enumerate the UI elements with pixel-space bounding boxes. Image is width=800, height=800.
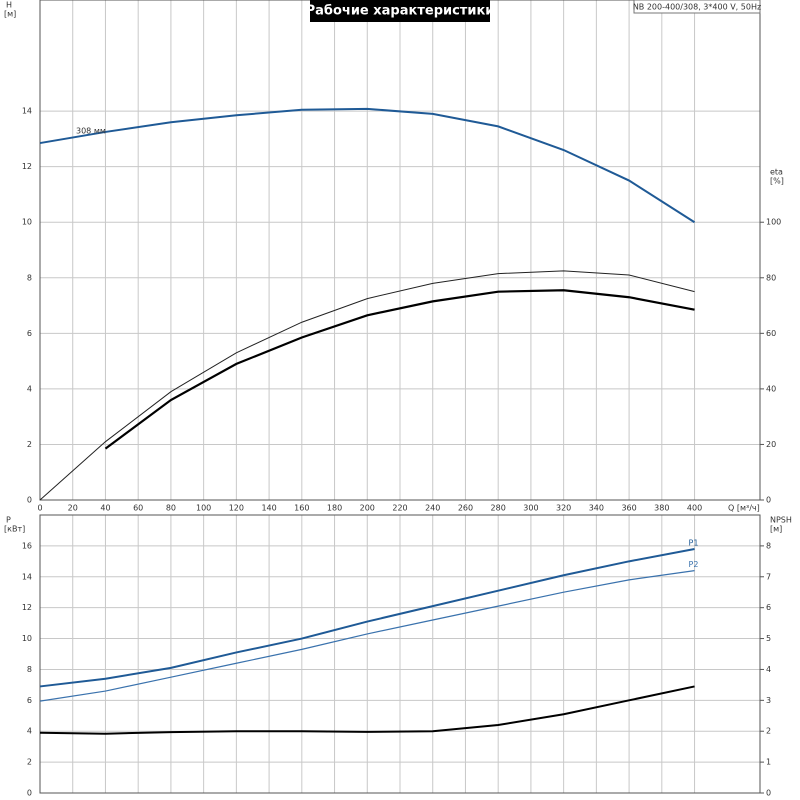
title-box bbox=[310, 0, 490, 22]
x-tick-label: 0 bbox=[37, 504, 42, 513]
x-tick-label: 280 bbox=[491, 504, 506, 513]
y-tick-label: 6 bbox=[27, 696, 32, 705]
y-tick-label: 4 bbox=[27, 727, 32, 736]
x-tick-label: 220 bbox=[392, 504, 407, 513]
x-axis-label: Q [м³/ч] bbox=[728, 504, 760, 513]
x-tick-label: 400 bbox=[687, 504, 702, 513]
y-tick-label: 2 bbox=[27, 440, 32, 449]
x-tick-label: 240 bbox=[425, 504, 440, 513]
curve bbox=[104, 289, 695, 450]
x-tick-label: 340 bbox=[589, 504, 604, 513]
y-tick-label: 10 bbox=[22, 634, 32, 643]
y-tick-label: 10 bbox=[22, 218, 32, 227]
y2-axis-unit: [м] bbox=[770, 525, 782, 534]
y2-tick-label: 0 bbox=[766, 789, 771, 798]
y-tick-label: 8 bbox=[27, 273, 32, 282]
series-label: P2 bbox=[689, 560, 699, 569]
curve-annotation: 308 мм bbox=[76, 127, 106, 136]
y-tick-label: 2 bbox=[27, 758, 32, 767]
y-tick-label: 16 bbox=[22, 541, 32, 550]
y-tick-label: 6 bbox=[27, 329, 32, 338]
y-tick-label: 12 bbox=[22, 162, 32, 171]
x-tick-label: 360 bbox=[621, 504, 636, 513]
chart-subtitle: NB 200-400/308, 3*400 V, 50Hz bbox=[633, 3, 761, 12]
curve bbox=[39, 107, 696, 224]
y2-tick-label: 60 bbox=[766, 329, 776, 338]
curve bbox=[39, 270, 695, 501]
y-tick-label: 8 bbox=[27, 665, 32, 674]
y-axis-unit: [м] bbox=[4, 10, 16, 19]
x-tick-label: 20 bbox=[68, 504, 78, 513]
y-axis-unit: [кВт] bbox=[4, 525, 25, 534]
x-tick-label: 120 bbox=[229, 504, 244, 513]
y-tick-label: 12 bbox=[22, 603, 32, 612]
y-tick-label: 0 bbox=[27, 496, 32, 505]
y-axis-label: P bbox=[6, 516, 11, 525]
y2-tick-label: 8 bbox=[766, 541, 771, 550]
series-label: P1 bbox=[689, 538, 699, 547]
curve bbox=[39, 547, 695, 688]
y2-tick-label: 5 bbox=[766, 634, 771, 643]
x-tick-label: 320 bbox=[556, 504, 571, 513]
y2-tick-label: 3 bbox=[766, 696, 771, 705]
y-tick-label: 14 bbox=[22, 572, 32, 581]
x-tick-label: 100 bbox=[196, 504, 211, 513]
chart-title: Рабочие характеристики bbox=[306, 4, 495, 19]
y-tick-label: 0 bbox=[27, 789, 32, 798]
y2-tick-label: 7 bbox=[766, 572, 771, 581]
x-tick-label: 40 bbox=[100, 504, 110, 513]
y2-tick-label: 4 bbox=[766, 665, 771, 674]
x-tick-label: 380 bbox=[654, 504, 669, 513]
subtitle-box bbox=[633, 0, 761, 14]
x-tick-label: 200 bbox=[360, 504, 375, 513]
y2-axis-label: eta bbox=[770, 168, 783, 177]
y2-tick-label: 100 bbox=[766, 218, 781, 227]
x-tick-label: 80 bbox=[166, 504, 176, 513]
x-tick-label: 160 bbox=[294, 504, 309, 513]
x-tick-label: 260 bbox=[458, 504, 473, 513]
x-tick-label: 140 bbox=[261, 504, 276, 513]
y2-tick-label: 0 bbox=[766, 496, 771, 505]
y2-tick-label: 1 bbox=[766, 758, 771, 767]
y2-axis-label: NPSH bbox=[770, 516, 792, 525]
y-tick-label: 14 bbox=[22, 107, 32, 116]
y-tick-label: 4 bbox=[27, 384, 32, 393]
x-tick-label: 180 bbox=[327, 504, 342, 513]
y2-tick-label: 80 bbox=[766, 273, 776, 282]
plot-frame bbox=[39, 514, 761, 794]
y2-tick-label: 6 bbox=[766, 603, 771, 612]
y2-tick-label: 20 bbox=[766, 440, 776, 449]
x-tick-label: 60 bbox=[133, 504, 143, 513]
y2-tick-label: 40 bbox=[766, 384, 776, 393]
curve bbox=[39, 570, 695, 702]
y2-tick-label: 2 bbox=[766, 727, 771, 736]
y2-axis-unit: [%] bbox=[770, 177, 784, 186]
y-axis-label: H bbox=[6, 1, 12, 10]
x-tick-label: 300 bbox=[523, 504, 538, 513]
plot-frame bbox=[39, 0, 761, 501]
curve bbox=[39, 685, 695, 735]
